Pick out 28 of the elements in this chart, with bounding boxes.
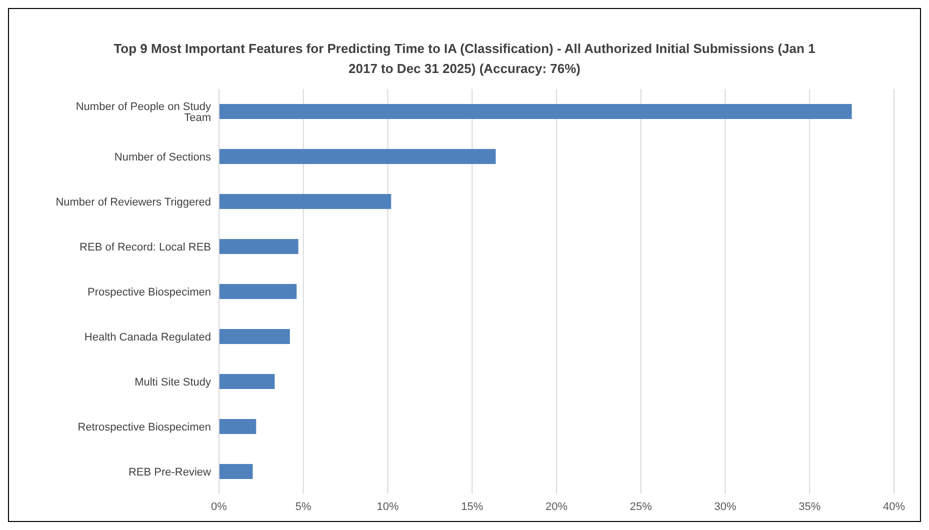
y-tick-label: Retrospective Biospecimen — [78, 421, 211, 434]
y-tick-label: REB of Record: Local REB — [80, 241, 211, 254]
x-tick-label: 35% — [798, 500, 821, 513]
bar — [219, 194, 392, 209]
bar — [219, 329, 290, 344]
x-tick-label: 10% — [376, 500, 399, 513]
bar — [219, 374, 275, 389]
bar — [219, 149, 496, 164]
x-tick-label: 15% — [461, 500, 484, 513]
bar — [219, 419, 256, 434]
x-tick-label: 25% — [630, 500, 652, 513]
y-tick-label: Health Canada Regulated — [84, 331, 211, 344]
chart-title: Top 9 Most Important Features for Predicting Time to IA (Classification) - All Authorized Initial Submissions (Jan 1 2017 to Dec 31 2025) (Accuracy: 76%) — [112, 40, 816, 78]
y-tick-label: REB Pre-Review — [128, 466, 212, 478]
y-tick-label: Number of People on Study Team — [76, 100, 212, 124]
x-tick-label: 40% — [882, 500, 906, 513]
x-tick-label: 20% — [545, 500, 568, 513]
bar — [219, 464, 253, 479]
x-tick-label: 30% — [714, 500, 736, 513]
bar — [219, 239, 298, 254]
y-tick-label: Number of Reviewers Triggered — [56, 196, 211, 208]
bar — [219, 104, 852, 119]
x-tick-label: 0% — [211, 500, 228, 513]
y-tick-label: Multi Site Study — [134, 376, 212, 388]
y-tick-label: Number of Sections — [114, 151, 212, 164]
bar — [219, 284, 297, 299]
x-tick-label: 5% — [295, 500, 312, 513]
y-tick-label: Prospective Biospecimen — [87, 286, 211, 298]
